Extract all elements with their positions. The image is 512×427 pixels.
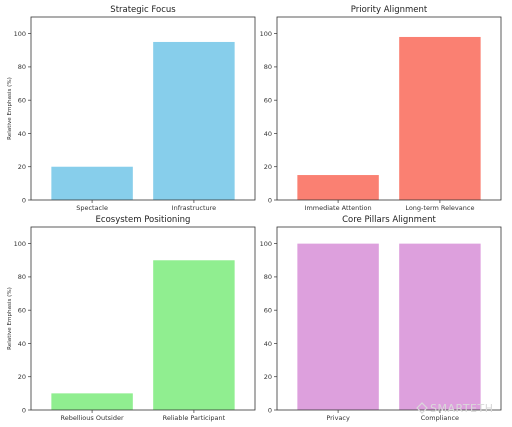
y-tick-label: 40 [18,130,26,138]
bar-immediate-attention [297,175,379,200]
chart-title: Strategic Focus [110,5,176,15]
watermark-text: SMARTETH [430,402,494,415]
y-tick-label: 60 [18,96,26,104]
y-tick-label: 20 [264,163,272,171]
x-tick-label: Rebellious Outsider [61,414,124,422]
y-tick-label: 80 [18,63,26,71]
y-tick-label: 100 [14,240,26,248]
axes-frame [30,16,256,201]
y-tick-label: 100 [260,30,272,38]
y-tick-label: 80 [18,273,26,281]
chart-title: Priority Alignment [351,5,428,15]
bar-privacy [297,243,379,410]
chart-title: Ecosystem Positioning [96,215,191,225]
watermark: SMARTETH [416,402,494,415]
bar-reliable-participant [153,260,235,410]
axes-frame [276,226,502,411]
chart-title: Core Pillars Alignment [342,215,436,225]
y-tick-label: 60 [18,306,26,314]
x-tick-label: Infrastructure [172,204,216,212]
x-tick-label: Reliable Participant [163,414,226,422]
bar-infrastructure [153,41,235,200]
y-tick-label: 40 [264,340,272,348]
x-tick-label: Privacy [326,414,350,422]
y-tick-label: 0 [22,406,26,414]
x-tick-label: Spectacle [76,204,108,212]
bar-long-term-relevance [399,36,481,200]
subplot-2: Immediate Attention Long-term Relevance 0 2… [260,5,502,212]
subplot-4: Privacy Compliance 0 20 40 60 80 100 Core Pillar… [260,215,502,422]
y-tick-label: 40 [264,130,272,138]
y-tick-label: 100 [260,240,272,248]
y-tick-label: 40 [18,340,26,348]
bar-compliance [399,243,481,410]
y-tick-label: 20 [18,163,26,171]
bar-spectacle [51,166,133,200]
watermark-logo-icon [416,402,428,414]
x-tick-label: Long-term Relevance [405,204,474,212]
y-tick-label: 100 [14,30,26,38]
subplot-3: Rebellious Outsider Reliable Participant 0… [7,215,256,422]
y-tick-label: 0 [268,406,272,414]
y-tick-label: 0 [22,196,26,204]
axes-frame [276,16,502,201]
x-tick-label: Compliance [421,414,459,422]
y-tick-label: 80 [264,63,272,71]
axes-frame [30,226,256,411]
y-tick-label: 80 [264,273,272,281]
y-tick-label: 60 [264,306,272,314]
y-tick-label: 60 [264,96,272,104]
bar-rebellious-outsider [51,393,133,410]
subplot-1: Spectacle Infrastructure 0 20 40 60 80 100 Strat… [7,5,256,212]
y-axis-label: Relative Emphasis (%) [7,77,13,140]
x-tick-label: Immediate Attention [305,204,372,212]
y-axis-label: Relative Emphasis (%) [7,287,13,350]
y-tick-label: 0 [268,196,272,204]
y-tick-label: 20 [264,373,272,381]
y-tick-label: 20 [18,373,26,381]
